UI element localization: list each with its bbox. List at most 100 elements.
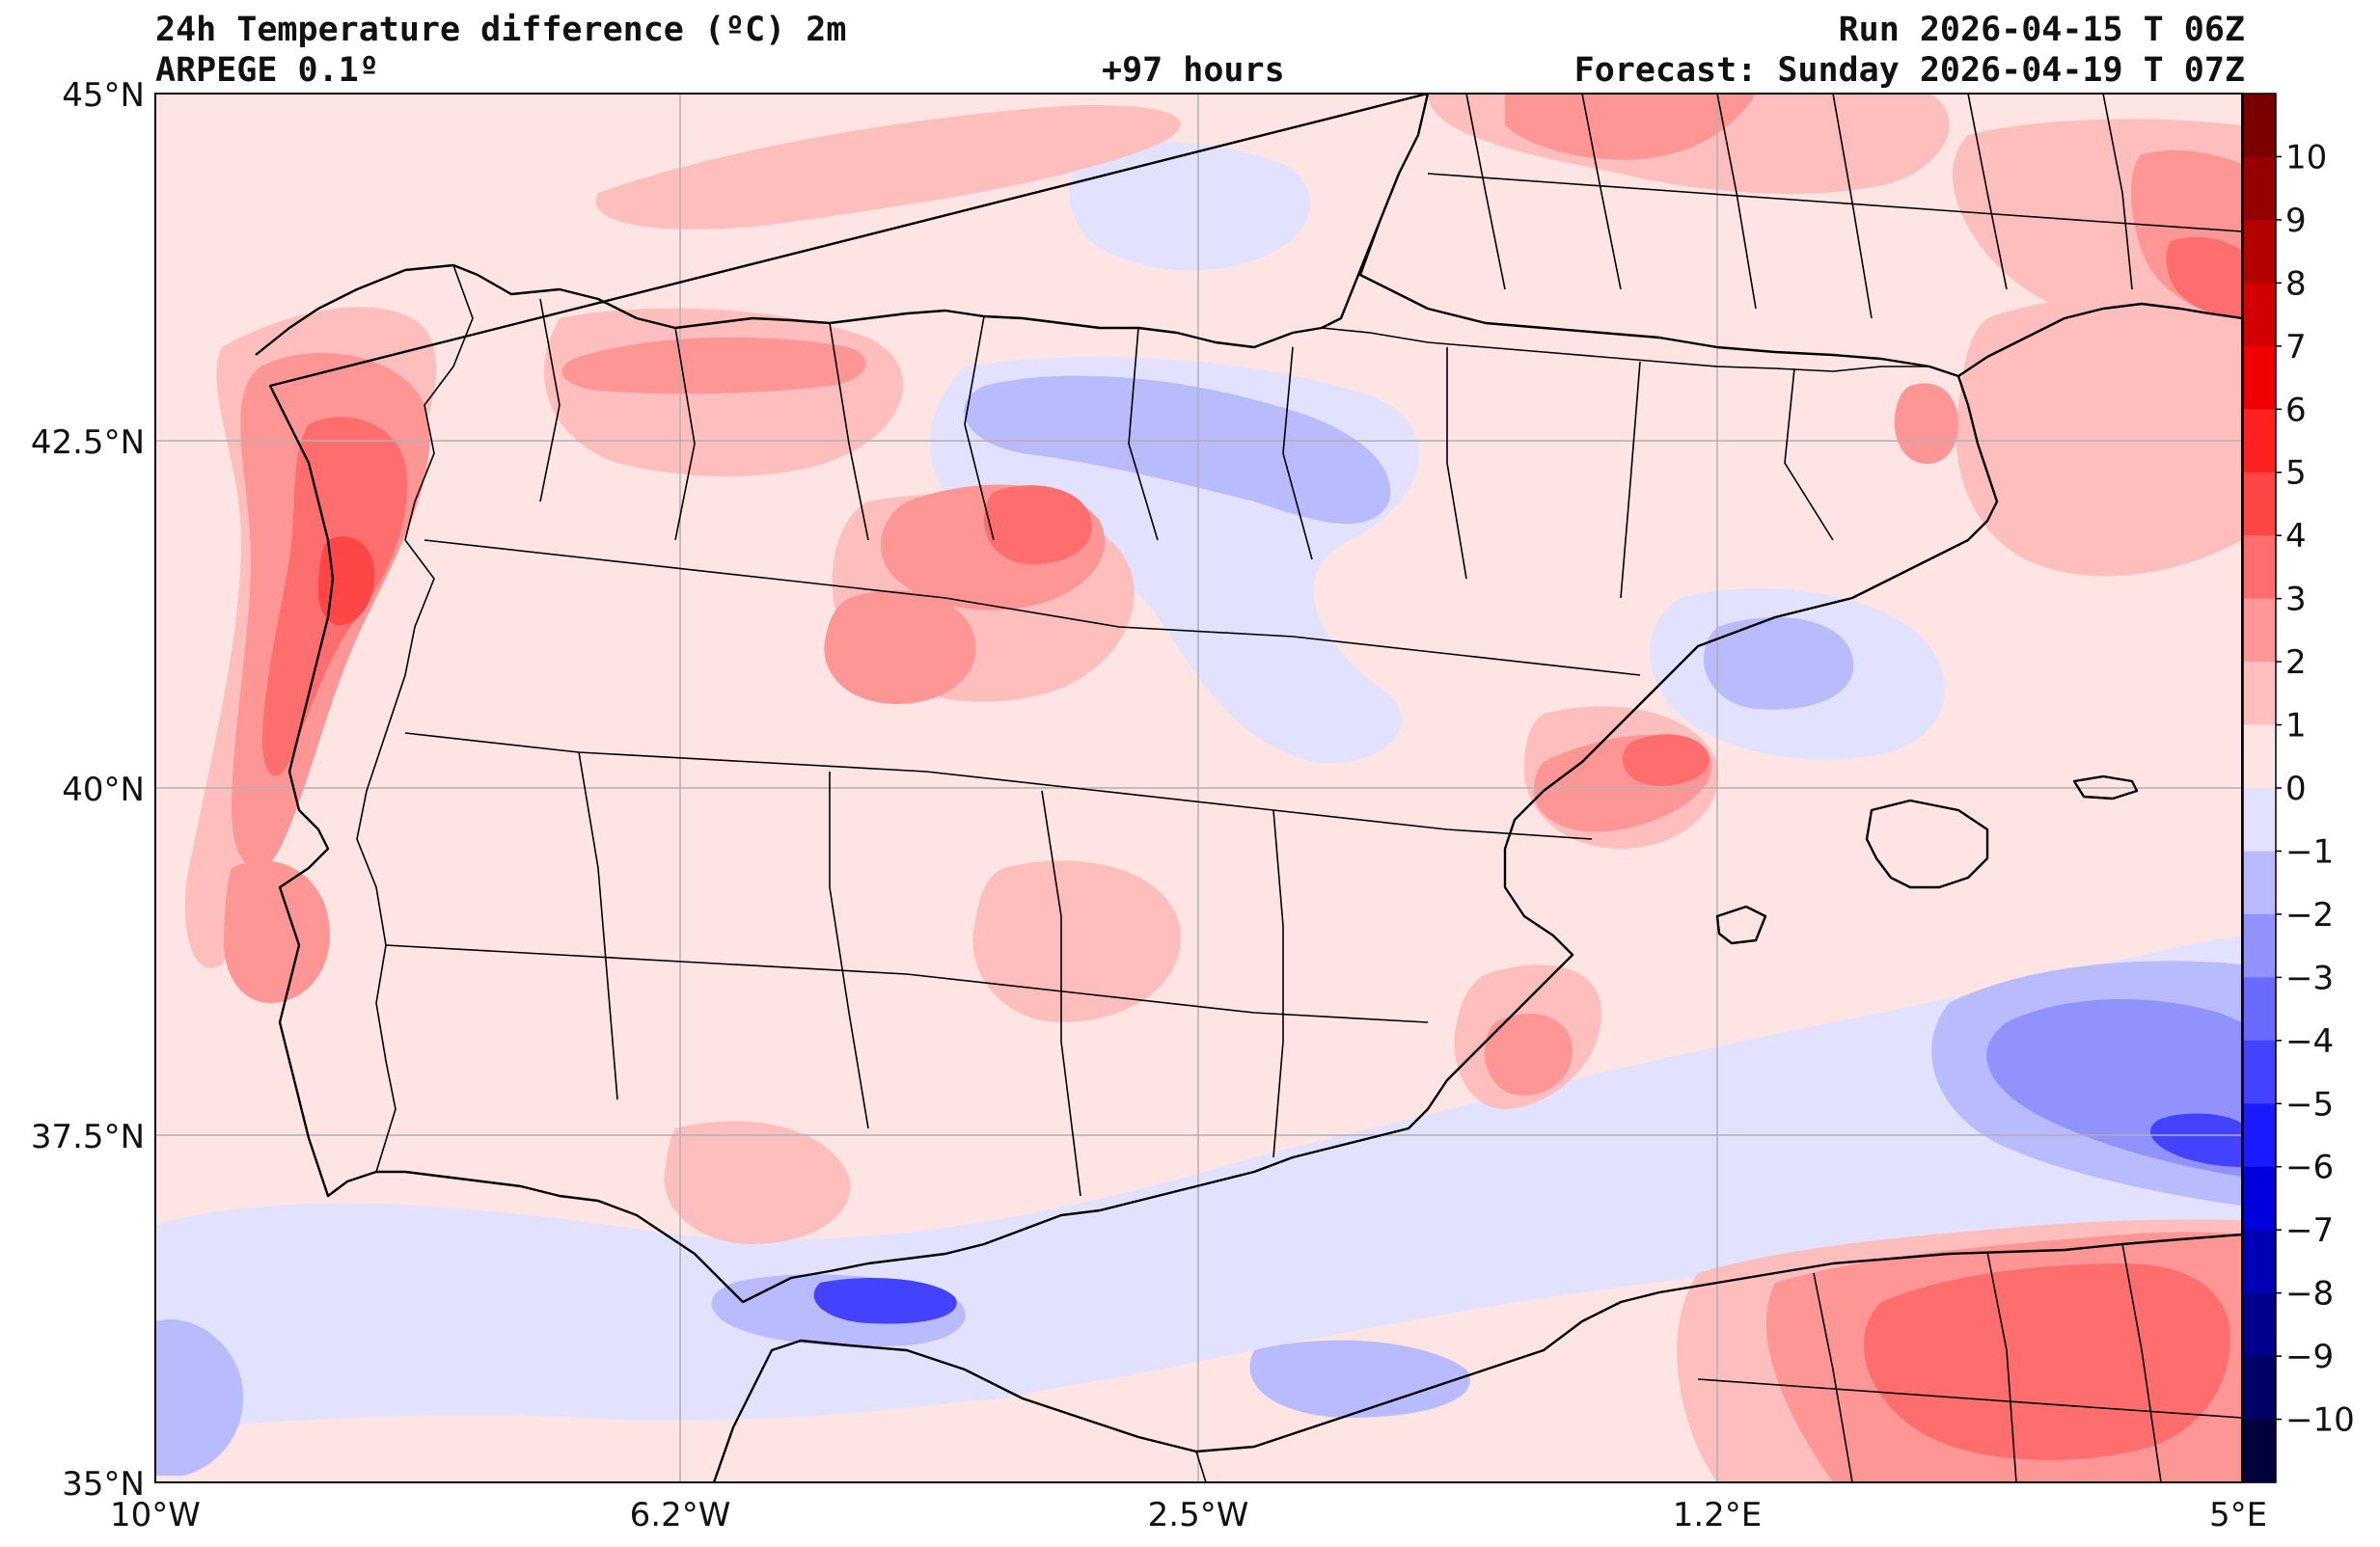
france-regions [1427, 94, 2242, 319]
cool-valencia-sea [1703, 617, 1854, 710]
lat-tick-42-5n: 42.5°N [31, 423, 145, 462]
cool-south-band [1249, 1340, 1470, 1418]
colorbar-swatch [2243, 283, 2276, 347]
province-lines-center [385, 539, 1641, 1023]
warm-biscay [595, 105, 1181, 230]
cool-sea-bay [1069, 141, 1311, 271]
colorbar-label: −1 [2285, 832, 2334, 871]
lat-tick-labels: 45°N 42.5°N 40°N 37.5°N 35°N [31, 76, 145, 1504]
colorbar-label: 6 [2285, 391, 2307, 429]
colorbar-label: −10 [2285, 1401, 2355, 1440]
colorbar-swatch [2243, 1103, 2276, 1168]
colorbar-label: 3 [2285, 581, 2307, 619]
lon-tick-6-2w: 6.2°W [630, 1496, 731, 1534]
warm-algeria-strong [1863, 1263, 2230, 1460]
colorbar-swatch [2243, 598, 2276, 663]
colorbar-label: −8 [2285, 1275, 2334, 1314]
warm-portugal-south [223, 860, 330, 1003]
colorbar-label: 2 [2285, 643, 2307, 682]
spain-france-border [1321, 327, 1929, 372]
colorbar-swatch [2243, 662, 2276, 726]
lead-time: +97 hours [1102, 51, 1285, 90]
forecast-label: Forecast: Sunday 2026-04-19 T 07Z [1573, 51, 2245, 90]
warm-lleida [1894, 383, 1958, 464]
lon-tick-labels: 10°W 6.2°W 2.5°W 1.2°E 5°E [110, 1496, 2267, 1534]
lat-tick-40n: 40°N [62, 771, 145, 809]
colorbar-label: 7 [2285, 328, 2307, 366]
colorbar-swatch [2243, 94, 2276, 158]
colorbar-swatch [2243, 472, 2276, 536]
colorbar-swatch [2243, 1166, 2276, 1231]
colorbar-swatch [2243, 345, 2276, 410]
colorbar-swatch [2243, 409, 2276, 474]
lon-tick-2-5w: 2.5°W [1148, 1496, 1249, 1534]
colorbar-label: −3 [2285, 959, 2334, 997]
cool-southwest [155, 1319, 243, 1476]
colorbar-label: 1 [2285, 707, 2307, 746]
cool-ebro [964, 375, 1391, 525]
warm-portugal-coast-strong [317, 536, 375, 626]
colorbar-swatch [2243, 219, 2276, 284]
map-frame [154, 93, 2243, 1483]
warm-france-north [1505, 94, 1756, 160]
lat-tick-45n: 45°N [62, 76, 145, 115]
colorbar-label: 4 [2285, 517, 2307, 556]
colorbar-label: 0 [2285, 770, 2307, 808]
map-title: 24h Temperature difference (ºC) 2m [155, 11, 847, 49]
colorbar-label: 9 [2285, 202, 2307, 240]
africa-borders [1195, 1243, 2242, 1482]
colorbar-label: −5 [2285, 1085, 2334, 1124]
colorbar-swatch [2243, 788, 2276, 853]
ibiza [1715, 905, 1767, 945]
run-label: Run 2026-04-15 T 06Z [1838, 11, 2245, 49]
admin-borders [356, 94, 2242, 1482]
colorbar-swatch [2243, 1292, 2276, 1357]
coastlines [255, 94, 2242, 1482]
warm-burgos-strong [984, 485, 1092, 564]
colorbar-swatch [2243, 1419, 2276, 1483]
warm-alps-strong [2166, 236, 2242, 318]
colorbar-swatch [2243, 156, 2276, 221]
colorbar-label: 10 [2285, 138, 2327, 176]
north-africa-coast [712, 1233, 2242, 1482]
warm-mancha [972, 860, 1181, 1022]
cool-strait-strong [813, 1278, 957, 1324]
colorbar-swatch [2243, 724, 2276, 789]
colorbar-swatch [2243, 851, 2276, 915]
colorbar-label: −7 [2285, 1211, 2334, 1250]
france-coast [1957, 302, 2242, 377]
cool-sea-core [2149, 1113, 2242, 1167]
colorbar-swatch [2243, 1040, 2276, 1104]
lat-tick-35n: 35°N [62, 1465, 145, 1504]
warm-andalusia [664, 1121, 851, 1244]
mallorca [1865, 799, 1989, 889]
colorbar-label: −4 [2285, 1022, 2334, 1061]
lon-tick-5e: 5°E [2209, 1496, 2267, 1534]
warm-catalonia-sea [1956, 295, 2242, 577]
colorbar-label: 8 [2285, 264, 2307, 303]
iberia-coastline [255, 94, 1999, 1304]
colorbar-swatch [2243, 535, 2276, 600]
portugal-spain-border [356, 264, 474, 1173]
warm-almeria [1484, 1014, 1573, 1096]
colorbar-swatch [2243, 1356, 2276, 1421]
colorbar-swatch [2243, 977, 2276, 1042]
warm-cantabria [561, 337, 866, 394]
lon-tick-1-2e: 1.2°E [1673, 1496, 1763, 1534]
menorca [2072, 774, 2139, 801]
colorbar-swatch [2243, 1230, 2276, 1294]
province-lines-south [578, 751, 1284, 1197]
warm-castellon-strong [1622, 734, 1710, 786]
model-label: ARPEGE 0.1º [155, 51, 379, 90]
province-lines-north [539, 298, 1834, 599]
colorbar-swatch [2243, 913, 2276, 978]
colorbar-label: −2 [2285, 896, 2334, 935]
colorbar-label: −6 [2285, 1149, 2334, 1187]
lat-tick-37-5n: 37.5°N [31, 1118, 145, 1156]
lon-tick-10w: 10°W [110, 1496, 201, 1534]
colorbar-label: −9 [2285, 1338, 2334, 1376]
colorbar-label: 5 [2285, 454, 2307, 493]
warm-castilla-south [824, 590, 976, 704]
